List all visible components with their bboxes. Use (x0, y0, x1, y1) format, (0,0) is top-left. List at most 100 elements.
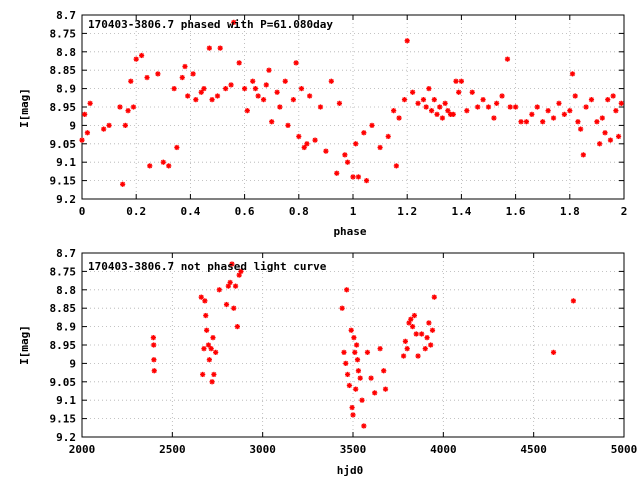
unphased-data-point (381, 368, 387, 374)
phased-data-point (578, 126, 584, 132)
phased-data-point (445, 108, 451, 114)
unphased-y-tick-label: 8.75 (50, 265, 77, 278)
phased-data-point (269, 119, 275, 125)
phased-data-point (607, 137, 614, 143)
unphased-data-point (151, 357, 157, 363)
phased-data-point (605, 97, 611, 103)
phased-data-point (79, 137, 85, 143)
unphased-data-point (422, 346, 428, 352)
unphased-x-tick-label: 3000 (249, 443, 276, 456)
unphased-data-point (419, 331, 425, 337)
unphased-data-point (208, 346, 214, 352)
unphased-x-tick-label: 3500 (340, 443, 367, 456)
unphased-data-point (361, 423, 367, 429)
unphased-data-point (150, 335, 156, 341)
phased-data-point (282, 78, 288, 84)
phased-data-point (610, 93, 616, 99)
unphased-data-point (151, 368, 157, 374)
phased-data-point (572, 93, 578, 99)
phased-data-point (244, 108, 250, 114)
unphased-y-tick-label: 8.85 (50, 302, 77, 315)
phased-data-point (583, 104, 589, 110)
unphased-data-point (200, 371, 206, 378)
phased-data-point (361, 130, 367, 136)
phased-x-tick-label: 1.8 (560, 205, 580, 218)
phased-x-tick-label: 0.2 (126, 205, 146, 218)
unphased-y-tick-label: 8.95 (50, 339, 77, 352)
unphased-x-tick-label: 4500 (520, 443, 547, 456)
phased-data-point (480, 97, 486, 103)
unphased-data-point (377, 346, 383, 352)
phased-data-point (442, 100, 448, 106)
phased-data-point (290, 97, 296, 103)
unphased-y-tick-label: 9.05 (50, 376, 77, 389)
phased-data-point (174, 144, 180, 151)
unphased-data-point (202, 298, 208, 304)
phased-data-point (350, 174, 356, 180)
unphased-chart-title: 170403-3806.7 not phased light curve (88, 260, 327, 273)
unphased-y-tick-label: 8.9 (56, 321, 76, 334)
phased-y-tick-label: 8.8 (56, 46, 76, 59)
phased-data-point (182, 63, 188, 70)
unphased-data-point (339, 305, 345, 311)
phased-y-tick-label: 9.15 (50, 175, 77, 188)
unphased-y-tick-label: 8.7 (56, 247, 76, 260)
phased-data-point (464, 108, 470, 114)
phased-data-point (529, 111, 535, 117)
unphased-data-point (238, 268, 244, 274)
phased-y-tick-label: 9.05 (50, 138, 77, 151)
phased-data-point (231, 19, 237, 25)
phased-x-tick-label: 0 (79, 205, 86, 218)
unphased-data-point (382, 386, 389, 392)
unphased-data-point (570, 298, 577, 304)
phased-points (79, 19, 624, 187)
phased-data-point (336, 100, 343, 106)
phased-data-point (602, 130, 608, 136)
phased-data-point (369, 122, 375, 128)
phased-data-point (223, 86, 229, 92)
phased-data-point (499, 93, 505, 99)
unphased-data-point (346, 382, 352, 389)
phased-y-tick-label: 9.2 (56, 193, 76, 206)
phased-data-point (166, 163, 172, 169)
unphased-data-point (231, 305, 237, 311)
phased-data-point (293, 60, 299, 66)
phased-data-point (139, 52, 145, 59)
unphased-y-tick-label: 9 (69, 357, 76, 370)
phased-data-point (534, 104, 540, 110)
phased-data-point (377, 144, 383, 151)
phased-data-point (434, 111, 440, 117)
unphased-data-point (402, 338, 408, 344)
phased-data-point (567, 108, 573, 114)
phased-y-tick-label: 8.9 (56, 83, 76, 96)
phased-data-point (277, 104, 283, 110)
phased-data-point (323, 148, 329, 154)
phased-data-point (363, 178, 370, 184)
unphased-y-tick-label: 9.2 (56, 431, 76, 444)
unphased-data-point (198, 294, 204, 300)
phased-data-point (260, 97, 267, 103)
phased-data-point (84, 130, 91, 136)
unphased-data-point (348, 327, 354, 333)
unphased-data-point (232, 283, 239, 289)
phased-data-point (185, 93, 191, 99)
phased-data-point (242, 86, 248, 92)
unphased-data-point (223, 301, 230, 308)
phased-data-point (353, 141, 359, 147)
phased-data-point (217, 45, 223, 51)
unphased-data-point (415, 353, 421, 359)
phased-data-point (160, 159, 166, 165)
phased-data-point (396, 115, 402, 121)
phased-chart: 0 0.2 0.4 0.6 0.8 1 1.2 1.4 1.6 1.8 2 8.7 8.75 8.8 8.8… (18, 9, 627, 238)
phased-ticks: 0 0.2 0.4 0.6 0.8 1 1.2 1.4 1.6 1.8 2 8.7 8.75 8.8 8.8… (50, 9, 628, 218)
unphased-data-point (355, 368, 362, 374)
unphased-data-point (216, 287, 222, 293)
phased-y-tick-label: 9.1 (56, 156, 76, 169)
unphased-data-point (209, 379, 215, 385)
phased-data-point (494, 100, 500, 106)
phased-data-point (613, 108, 619, 114)
phased-x-axis-label: phase (333, 225, 366, 238)
phased-data-point (144, 74, 150, 81)
unphased-data-point (354, 357, 361, 363)
phased-data-point (410, 89, 416, 95)
